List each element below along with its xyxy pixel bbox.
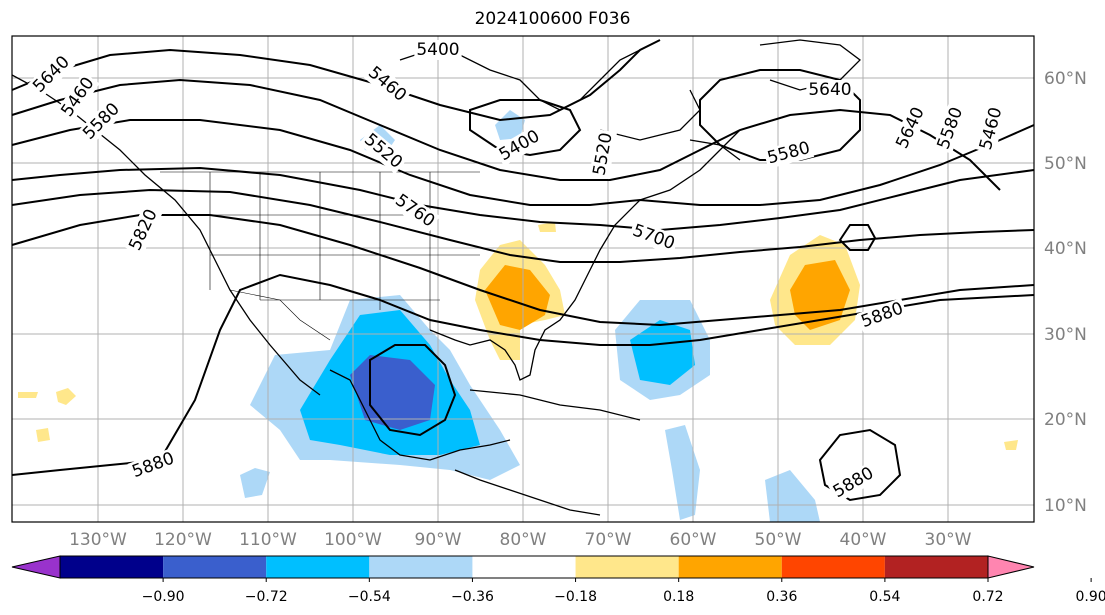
longitude-label: 90°W (415, 530, 462, 550)
latitude-label: 30°N (1044, 325, 1087, 345)
positive-anomaly-small-1 (56, 388, 76, 405)
map-title: 2024100600 F036 (474, 9, 631, 29)
colorbar-tick-label: 0.36 (766, 589, 797, 605)
colorbar-tick-label: −0.18 (554, 589, 597, 605)
colorbar-outline (59, 555, 989, 579)
negative-anomaly-south (765, 470, 820, 522)
longitude-label: 40°W (840, 530, 887, 550)
colorbar-tick-label: −0.90 (142, 589, 185, 605)
positive-anomaly-small-4 (1004, 440, 1018, 450)
negative-anomaly-strong (350, 355, 435, 430)
contour-label: 5640 (808, 80, 851, 100)
contour-label-background (27, 50, 76, 99)
contour-label-background (589, 129, 618, 180)
colorbar-segment (575, 556, 679, 578)
longitude-label: 80°W (500, 530, 547, 550)
contour-label-background (975, 103, 1007, 155)
negative-anomaly-caribbean (665, 425, 700, 520)
map-frame (11, 35, 1035, 523)
colorbar-segment (884, 556, 988, 578)
colorbar-segment (60, 556, 164, 578)
longitude-label: 50°W (755, 530, 802, 550)
contour-label-background (389, 189, 440, 233)
colorbar-tick-labels: −0.90 −0.72 −0.54 −0.36 −0.18 0.18 0.36 0.54 0.7… (142, 578, 1105, 605)
positive-anomaly-small-2 (36, 428, 50, 442)
contour-label-background (414, 40, 462, 60)
longitude-label: 120°W (154, 530, 212, 550)
colorbar-extend-min (11, 555, 61, 579)
negative-anomaly-atlantic-medium (630, 320, 695, 385)
contour-label-background (806, 80, 854, 100)
height-contours (11, 39, 1035, 502)
colorbar-tick-label: 0.72 (972, 589, 1003, 605)
longitude-label: 110°W (239, 530, 297, 550)
longitude-label: 30°W (925, 530, 972, 550)
colorbar-segment (678, 556, 782, 578)
longitude-label: 100°W (324, 530, 382, 550)
contour-label-background (127, 447, 179, 483)
contour-label-background (56, 72, 100, 123)
longitude-label: 60°W (670, 530, 717, 550)
colorbar-segment (781, 556, 885, 578)
colorbar (11, 555, 1035, 579)
contour-label-background (828, 462, 879, 504)
longitude-labels: 130°W 120°W 110°W 100°W 90°W 80°W 70°W 60°W 50°W… (69, 530, 972, 550)
latitude-label: 50°N (1044, 154, 1087, 174)
latitude-label: 10°N (1044, 496, 1087, 516)
colorbar-tick-label: −0.54 (348, 589, 391, 605)
contour-label-background (856, 297, 908, 333)
positive-anomaly-small-3 (18, 392, 38, 398)
longitude-label: 130°W (69, 530, 127, 550)
colorbar-segment (163, 556, 267, 578)
contour-label-background (124, 204, 163, 256)
positive-anomaly-small-5 (538, 222, 556, 232)
contour-label-background (932, 102, 968, 154)
latitude-label: 60°N (1044, 69, 1087, 89)
longitude-label: 70°W (585, 530, 632, 550)
latitude-label: 40°N (1044, 239, 1087, 259)
colorbar-tick-label: 0.18 (663, 589, 694, 605)
colorbar-tick-label: −0.72 (245, 589, 288, 605)
contour-label-background (494, 125, 545, 167)
anomaly-shading (18, 110, 1018, 522)
colorbar-tick-label: −0.36 (451, 589, 494, 605)
contour-label-background (628, 219, 680, 255)
colorbar-segment (369, 556, 473, 578)
contour-label-background (358, 128, 408, 175)
contour-label-background (77, 97, 126, 146)
positive-anomaly-medium (485, 265, 550, 330)
contour-label-background (891, 102, 930, 154)
colorbar-extend-max (987, 555, 1035, 579)
colorbar-tick-label: 0.54 (869, 589, 900, 605)
colorbar-tick-label: 0.90 (1076, 589, 1105, 605)
latitude-labels: 60°N 50°N 40°N 30°N 20°N 10°N (1044, 69, 1087, 516)
negative-anomaly-west (240, 468, 270, 498)
colorbar-segment (472, 556, 576, 578)
contour-label-background (763, 137, 815, 169)
latitude-label: 20°N (1044, 410, 1087, 430)
contour-label-background (362, 61, 412, 108)
colorbar-segment (266, 556, 370, 578)
contour-label: 5400 (416, 40, 459, 60)
